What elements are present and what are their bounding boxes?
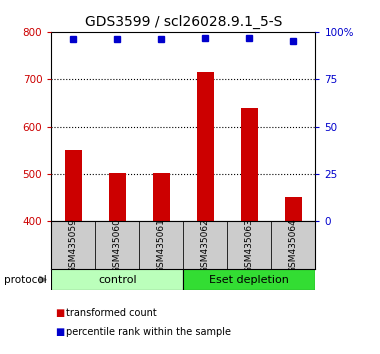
- Text: GSM435060: GSM435060: [113, 218, 122, 273]
- Title: GDS3599 / scl26028.9.1_5-S: GDS3599 / scl26028.9.1_5-S: [85, 15, 282, 29]
- Bar: [183, 221, 227, 269]
- Bar: [227, 221, 271, 269]
- Bar: [51, 269, 183, 290]
- Bar: [183, 269, 315, 290]
- Bar: [152, 173, 170, 221]
- Text: transformed count: transformed count: [66, 308, 157, 318]
- Text: ■: ■: [55, 308, 64, 318]
- Text: ■: ■: [55, 327, 64, 337]
- Text: GSM435064: GSM435064: [289, 218, 298, 273]
- Bar: [285, 196, 302, 221]
- Text: control: control: [98, 275, 137, 285]
- Bar: [109, 173, 126, 221]
- Bar: [139, 221, 183, 269]
- Bar: [271, 221, 315, 269]
- Bar: [51, 221, 95, 269]
- Text: GSM435062: GSM435062: [201, 218, 210, 273]
- Text: percentile rank within the sample: percentile rank within the sample: [66, 327, 231, 337]
- Bar: [95, 221, 139, 269]
- Bar: [196, 72, 214, 221]
- Text: GSM435063: GSM435063: [245, 218, 254, 273]
- Bar: [241, 108, 258, 221]
- Text: protocol: protocol: [4, 275, 46, 285]
- Text: Eset depletion: Eset depletion: [209, 275, 289, 285]
- Text: GSM435059: GSM435059: [69, 218, 78, 273]
- Bar: [65, 150, 82, 221]
- Text: GSM435061: GSM435061: [157, 218, 166, 273]
